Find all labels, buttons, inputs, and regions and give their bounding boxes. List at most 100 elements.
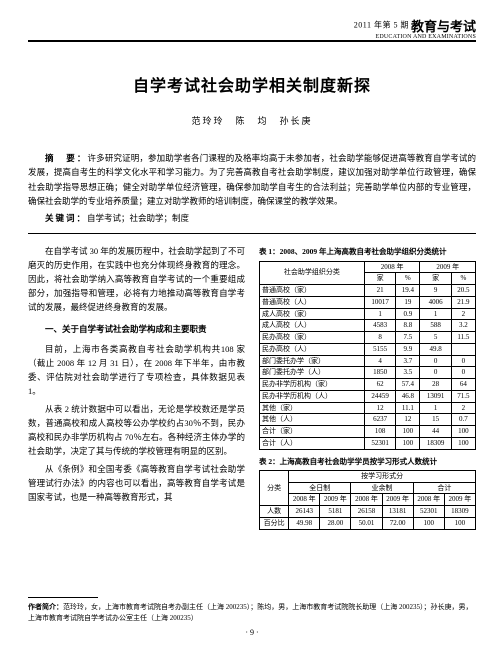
table-cell: 588 xyxy=(420,320,451,332)
table-cell: 0 xyxy=(420,355,451,367)
table2-h-total: 合计 xyxy=(413,482,475,494)
table-cell xyxy=(451,343,475,355)
table-cell: 普通高校（人） xyxy=(260,296,365,308)
left-column: 在自学考试 30 年的发展历程中，社会助学起到了不可磨灭的历史作用，在实践中也充… xyxy=(28,244,245,530)
table-row: 合计（人）5230110018309100 xyxy=(260,437,476,449)
table-cell: 100 xyxy=(451,437,475,449)
table-cell: 百分比 xyxy=(260,517,289,529)
table-cell: 0 xyxy=(420,367,451,379)
para-2: 目前，上海市各类高教自考社会助学机构共108 家（截止 2008 年 12 月 … xyxy=(28,342,245,398)
table-cell: 6237 xyxy=(364,414,395,426)
table-row: 成人高校（家）10.912 xyxy=(260,308,476,320)
abstract-body: 许多研究证明，参加助学者各门课程的及格率均高于未参加者，社会助学能够促进高等教育… xyxy=(28,153,476,206)
table-cell: 26158 xyxy=(351,506,382,518)
article-authors: 范玲玲 陈 均 孙长庚 xyxy=(28,114,476,127)
table1-h-c1: 家 xyxy=(364,273,395,285)
table-cell: 普通高校（家） xyxy=(260,285,365,297)
footer-block: 作者简介：范玲玲，女，上海市教育考试院自考办副主任（上海 200235）；陈均，… xyxy=(28,597,476,639)
table-row: 成人高校（人）45838.85883.2 xyxy=(260,320,476,332)
table2-y2: 2009 年 xyxy=(320,494,351,506)
table-cell: 5155 xyxy=(364,343,395,355)
table-cell: 其他（人） xyxy=(260,414,365,426)
table-cell: 100 xyxy=(396,426,420,438)
table-cell: 人数 xyxy=(260,506,289,518)
article-title: 自学考试社会助学相关制度新探 xyxy=(28,72,476,96)
page-number: · 9 · xyxy=(28,627,476,639)
table2-header-row1: 分类 按学习形式分 xyxy=(260,470,476,482)
table-cell: 71.5 xyxy=(451,390,475,402)
table-cell: 1 xyxy=(420,402,451,414)
para-1: 在自学考试 30 年的发展历程中，社会助学起到了不可磨灭的历史作用，在实践中也充… xyxy=(28,244,245,314)
keywords-label: 关键词： xyxy=(45,213,87,223)
table-cell: 49.8 xyxy=(420,343,451,355)
table-cell: 0 xyxy=(451,355,475,367)
keywords-line: 关键词：自学考试；社会助学；制度 xyxy=(28,211,476,225)
table-row: 部门委托办学（人）18503.500 xyxy=(260,367,476,379)
table-row: 合计（家）10810044100 xyxy=(260,426,476,438)
table-cell: 57.4 xyxy=(396,379,420,391)
table-cell: 44 xyxy=(420,426,451,438)
table-row: 普通高校（家）2119.4920.5 xyxy=(260,285,476,297)
table2-h-parttime: 业余制 xyxy=(351,482,413,494)
table-cell: 13091 xyxy=(420,390,451,402)
table-cell: 0.9 xyxy=(396,308,420,320)
table1-h-c2: % xyxy=(396,273,420,285)
table-cell: 10017 xyxy=(364,296,395,308)
table-cell: 15 xyxy=(420,414,451,426)
table1-h-2009: 2009 年 xyxy=(420,261,476,273)
author-bio-text: 范玲玲，女，上海市教育考试院自考办副主任（上海 200235）；陈均，男，上海市… xyxy=(28,603,473,622)
author-bio-label: 作者简介： xyxy=(28,603,63,611)
table-row: 其他（家）1211.112 xyxy=(260,402,476,414)
table-cell: 11.5 xyxy=(451,332,475,344)
table-cell: 9 xyxy=(420,285,451,297)
right-column: 表 1：2008、2009 年上海高教自考社会助学组织分类统计 社会助学组织分类… xyxy=(259,244,476,530)
table2-caption: 表 2：上海高教自考社会助学学员按学习形式人数统计 xyxy=(259,456,476,468)
table-cell: 3.2 xyxy=(451,320,475,332)
table-cell: 民办非学历机构（家） xyxy=(260,379,365,391)
table-cell: 62 xyxy=(364,379,395,391)
table-row: 部门委托办学（家）43.700 xyxy=(260,355,476,367)
table-cell: 19 xyxy=(396,296,420,308)
table-cell: 46.8 xyxy=(396,390,420,402)
table-cell: 12 xyxy=(364,402,395,414)
table-row: 民办高校（家）87.5511.5 xyxy=(260,332,476,344)
table-cell: 合计（人） xyxy=(260,437,365,449)
table-row: 民办高校（人）51559.949.8 xyxy=(260,343,476,355)
table-cell: 28 xyxy=(420,379,451,391)
table-cell: 20.5 xyxy=(451,285,475,297)
table-cell: 民办高校（人） xyxy=(260,343,365,355)
table1-caption: 表 1：2008、2009 年上海高教自考社会助学组织分类统计 xyxy=(259,246,476,258)
table-cell: 合计（家） xyxy=(260,426,365,438)
table2-h-category: 分类 xyxy=(260,470,289,505)
table1-h-2008: 2008 年 xyxy=(364,261,420,273)
footer-rule xyxy=(28,597,98,598)
table-cell: 成人高校（家） xyxy=(260,308,365,320)
table2-y5: 2008 年 xyxy=(413,494,444,506)
journal-name-cn: 教育与考试 xyxy=(411,19,476,34)
table-cell: 民办非学历机构（人） xyxy=(260,390,365,402)
table2-h-fulltime: 全日制 xyxy=(289,482,351,494)
table2-header-row3: 2008 年 2009 年 2008 年 2009 年 2008 年 2009 … xyxy=(260,494,476,506)
header-rule xyxy=(28,40,476,42)
table2-y6: 2009 年 xyxy=(444,494,475,506)
journal-header: 2011 年第 5 期 教育与考试 EDUCATION AND EXAMINAT… xyxy=(354,16,476,40)
table-cell: 21.9 xyxy=(451,296,475,308)
table1-h-category: 社会助学组织分类 xyxy=(260,261,365,285)
table-cell: 0 xyxy=(451,367,475,379)
table-cell: 2 xyxy=(451,402,475,414)
abstract-rule xyxy=(28,233,476,234)
journal-name-en: EDUCATION AND EXAMINATIONS xyxy=(354,34,476,40)
table1-h-c3: 家 xyxy=(420,273,451,285)
table-cell: 部门委托办学（家） xyxy=(260,355,365,367)
table-cell: 9.9 xyxy=(396,343,420,355)
table-cell: 8.8 xyxy=(396,320,420,332)
table2-y3: 2008 年 xyxy=(351,494,382,506)
keywords-text: 自学考试；社会助学；制度 xyxy=(87,213,189,223)
table-cell: 1850 xyxy=(364,367,395,379)
abstract-block: 摘 要：许多研究证明，参加助学者各门课程的及格率均高于未参加者，社会助学能够促进… xyxy=(28,151,476,225)
table-row: 普通高校（人）1001719400621.9 xyxy=(260,296,476,308)
table-cell: 12 xyxy=(396,414,420,426)
table2-y1: 2008 年 xyxy=(289,494,320,506)
table-cell: 28.00 xyxy=(320,517,351,529)
table-cell: 18309 xyxy=(420,437,451,449)
